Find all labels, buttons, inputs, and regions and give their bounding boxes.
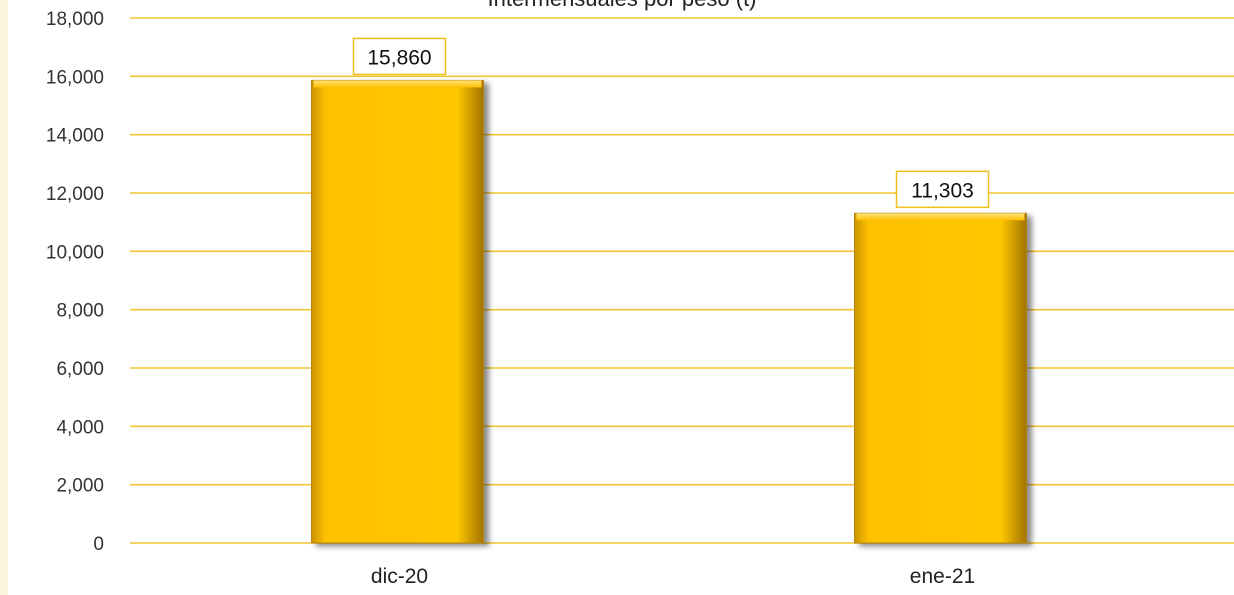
gridlines — [130, 17, 1234, 544]
y-tick-label: 12,000 — [46, 184, 104, 205]
chart-title: Intermensuales por peso (t) — [487, 0, 756, 11]
bars — [311, 79, 1027, 544]
data-label-box — [895, 170, 990, 209]
y-tick-label: 10,000 — [46, 242, 104, 263]
bar — [854, 212, 1027, 544]
y-tick-label: 8,000 — [56, 301, 104, 322]
bar-bevel-top — [313, 80, 482, 88]
y-tick-label: 2,000 — [56, 476, 104, 497]
data-label: 11,303 — [911, 179, 974, 202]
y-axis-tick-labels: 0 2,000 4,000 6,000 8,000 10,000 12,000 14,000 1… — [46, 9, 104, 555]
x-tick-label: dic-20 — [371, 565, 428, 588]
data-label: 15,860 — [367, 46, 431, 69]
bar-dic-20 — [311, 79, 484, 544]
y-tick-label: 4,000 — [56, 417, 104, 438]
bar — [311, 79, 484, 544]
bar-ene-21 — [854, 212, 1027, 544]
x-axis-category-labels: dic-20 ene-21 — [371, 565, 975, 588]
y-tick-label: 16,000 — [46, 67, 104, 88]
data-label-box — [352, 37, 447, 76]
y-tick-label: 6,000 — [56, 359, 104, 380]
y-tick-label: 18,000 — [46, 9, 104, 30]
bar-bevel-top — [856, 213, 1025, 221]
y-tick-label: 0 — [93, 534, 104, 555]
x-tick-label: ene-21 — [910, 565, 975, 588]
chart-left-border — [0, 0, 8, 595]
y-tick-label: 14,000 — [46, 126, 104, 147]
data-labels: 15,860 11,303 — [352, 37, 990, 209]
